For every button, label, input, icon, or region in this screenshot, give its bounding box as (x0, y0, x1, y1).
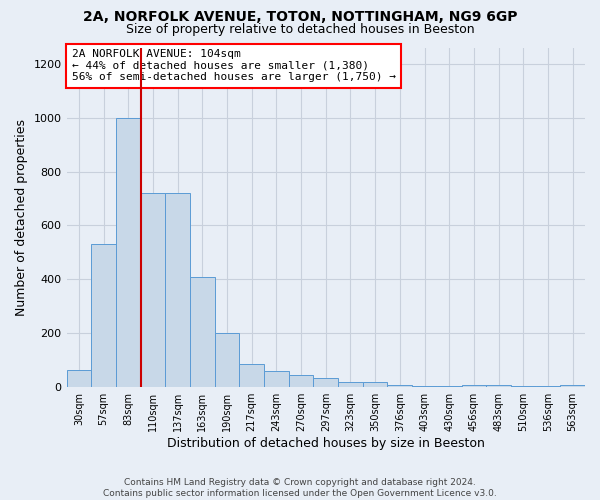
Bar (412, 386, 437, 387)
Bar (140, 193, 165, 387)
Bar (116, 118, 140, 387)
Y-axis label: Number of detached properties: Number of detached properties (15, 119, 28, 316)
Text: Size of property relative to detached houses in Beeston: Size of property relative to detached ho… (125, 22, 475, 36)
Bar (289, 375, 313, 387)
X-axis label: Distribution of detached houses by size in Beeston: Distribution of detached houses by size … (167, 437, 485, 450)
Bar (215, 334, 239, 387)
Bar (437, 386, 461, 387)
Text: 2A, NORFOLK AVENUE, TOTON, NOTTINGHAM, NG9 6GP: 2A, NORFOLK AVENUE, TOTON, NOTTINGHAM, N… (83, 10, 517, 24)
Bar (560, 384, 585, 387)
Bar (67, 370, 91, 387)
Bar (338, 382, 363, 387)
Bar (264, 371, 289, 387)
Bar (363, 382, 388, 387)
Bar (91, 244, 116, 387)
Text: 2A NORFOLK AVENUE: 104sqm
← 44% of detached houses are smaller (1,380)
56% of se: 2A NORFOLK AVENUE: 104sqm ← 44% of detac… (72, 49, 396, 82)
Bar (536, 386, 560, 387)
Bar (239, 364, 264, 387)
Bar (461, 384, 486, 387)
Bar (486, 384, 511, 387)
Bar (165, 193, 190, 387)
Text: Contains HM Land Registry data © Crown copyright and database right 2024.
Contai: Contains HM Land Registry data © Crown c… (103, 478, 497, 498)
Bar (388, 384, 412, 387)
Bar (313, 378, 338, 387)
Bar (511, 386, 536, 387)
Bar (190, 276, 215, 387)
